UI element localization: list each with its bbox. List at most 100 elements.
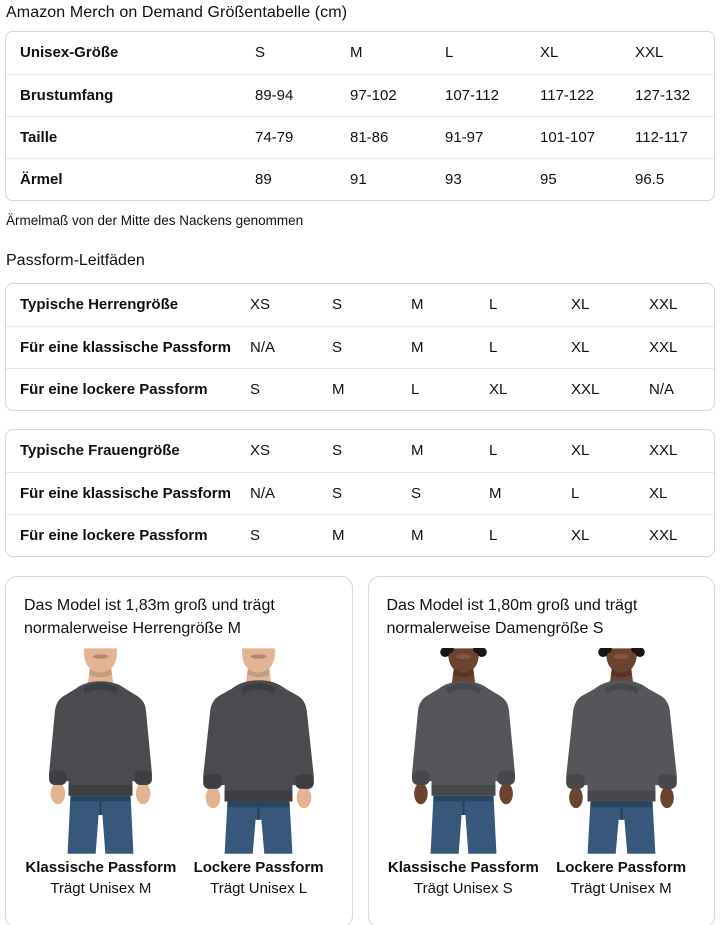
size-value: 97-102 (350, 73, 445, 116)
model-photo-male-loose (203, 648, 314, 855)
size-value: 112-117 (635, 115, 714, 158)
size-value: M (411, 513, 489, 556)
size-value: L (571, 471, 649, 514)
size-value: L (411, 367, 489, 410)
size-value: 89 (255, 157, 350, 200)
size-value: 96.5 (635, 157, 714, 200)
model-card-female: Das Model ist 1,80m groß und trägt norma… (367, 576, 715, 925)
size-value: XL (571, 325, 649, 368)
table-row: Typische Frauengröße XS S M L XL XXL (6, 430, 714, 472)
model-figures: Klassische Passform Trägt Unisex M (22, 648, 338, 897)
mens-fit-table: Typische Herrengröße XS S M L XL XXL Für… (5, 283, 715, 411)
size-value: N/A (649, 367, 714, 410)
model-figure-loose: Lockere Passform Trägt Unisex M (542, 648, 700, 897)
size-value: XXL (649, 325, 714, 368)
row-label: Für eine lockere Passform (6, 513, 250, 556)
person-graphic (49, 648, 153, 855)
hair-graphic (597, 648, 645, 658)
size-col-xxl: XXL (635, 44, 664, 62)
row-label: Für eine lockere Passform (6, 367, 250, 410)
size-value: 127-132 (635, 73, 714, 116)
table-row: Typische Herrengröße XS S M L XL XXL (6, 284, 714, 326)
person-graphic (565, 648, 677, 855)
size-value: N/A (250, 471, 332, 514)
size-value: S (250, 367, 332, 410)
model-photo-female-loose (565, 648, 677, 855)
fit-caption: Lockere Passform (193, 859, 324, 877)
size-value: XS (250, 296, 271, 314)
size-value: L (489, 296, 498, 314)
size-value: 117-122 (540, 73, 635, 116)
unisex-size-table: Unisex-Größe S M L XL XXL Brustumfang 89… (5, 31, 715, 201)
table-row: Für eine lockere Passform S M L XL XXL N… (6, 367, 714, 410)
size-value: 93 (445, 157, 540, 200)
size-value: M (332, 513, 411, 556)
size-value: 107-112 (445, 73, 540, 116)
size-value: M (332, 367, 411, 410)
model-figure-loose: Lockere Passform Trägt Unisex L (180, 648, 338, 897)
model-description: Das Model ist 1,83m groß und trägt norma… (24, 597, 275, 638)
size-value: XL (649, 471, 714, 514)
size-value: M (411, 296, 424, 314)
size-col-s: S (255, 44, 266, 62)
sleeve-note: Ärmelmaß von der Mitte des Nackens genom… (6, 213, 304, 228)
row-label: Typische Frauengröße (20, 442, 180, 460)
size-value: 101-107 (540, 115, 635, 158)
size-col-m: M (350, 44, 363, 62)
row-label: Unisex-Größe (20, 44, 119, 62)
size-value: M (411, 442, 424, 460)
size-value: N/A (250, 325, 332, 368)
size-value: 91 (350, 157, 445, 200)
size-value: XL (571, 442, 590, 460)
table-row-header: Unisex-Größe S M L XL XXL (6, 32, 714, 74)
model-figure-classic: Klassische Passform Trägt Unisex S (385, 648, 543, 897)
row-label: Ärmel (6, 157, 255, 200)
table-row: Für eine klassische Passform N/A S S M L… (6, 471, 714, 514)
size-value: S (411, 471, 489, 514)
size-value: M (411, 325, 489, 368)
table-row-sleeve: Ärmel 89 91 93 95 96.5 (6, 157, 714, 200)
model-cards-row: Das Model ist 1,83m groß und trägt norma… (5, 576, 715, 925)
person-graphic (203, 648, 314, 855)
wears-caption: Trägt Unisex M (50, 880, 152, 898)
size-col-l: L (445, 44, 454, 62)
size-value: XL (571, 513, 649, 556)
size-value: 95 (540, 157, 635, 200)
size-col-xl: XL (540, 44, 559, 62)
table-row: Für eine klassische Passform N/A S M L X… (6, 325, 714, 368)
size-value: S (250, 513, 332, 556)
fit-caption: Lockere Passform (556, 859, 687, 877)
section-heading-fit-guides: Passform-Leitfäden (6, 252, 145, 269)
table-row-waist: Taille 74-79 81-86 91-97 101-107 112-117 (6, 115, 714, 158)
wears-caption: Trägt Unisex S (414, 880, 513, 898)
size-value: XS (250, 442, 271, 460)
model-figures: Klassische Passform Trägt Unisex S (385, 648, 701, 897)
wears-caption: Trägt Unisex L (210, 880, 308, 898)
size-value: 81-86 (350, 115, 445, 158)
row-label: Für eine klassische Passform (6, 471, 250, 514)
model-card-male: Das Model ist 1,83m groß und trägt norma… (5, 576, 353, 925)
size-value: 91-97 (445, 115, 540, 158)
size-value: XXL (649, 513, 714, 556)
size-value: XXL (571, 367, 649, 410)
womens-fit-table: Typische Frauengröße XS S M L XL XXL Für… (5, 429, 715, 557)
row-label: Für eine klassische Passform (6, 325, 250, 368)
hair-graphic (440, 648, 487, 658)
model-description: Das Model ist 1,80m groß und trägt norma… (386, 597, 638, 638)
model-photo-male-classic (49, 648, 153, 855)
size-value: S (332, 442, 343, 460)
size-value: L (489, 325, 571, 368)
table-row-chest: Brustumfang 89-94 97-102 107-112 117-122… (6, 73, 714, 116)
wears-caption: Trägt Unisex M (570, 880, 672, 898)
size-value: S (332, 325, 411, 368)
size-value: S (332, 471, 411, 514)
row-label: Typische Herrengröße (20, 296, 179, 314)
size-value: S (332, 296, 343, 314)
table-row: Für eine lockere Passform S M M L XL XXL (6, 513, 714, 556)
model-figure-classic: Klassische Passform Trägt Unisex M (22, 648, 180, 897)
size-value: 89-94 (255, 73, 350, 116)
row-label: Brustumfang (6, 73, 255, 116)
size-value: L (489, 442, 498, 460)
person-graphic (411, 648, 515, 855)
size-value: XXL (649, 296, 678, 314)
